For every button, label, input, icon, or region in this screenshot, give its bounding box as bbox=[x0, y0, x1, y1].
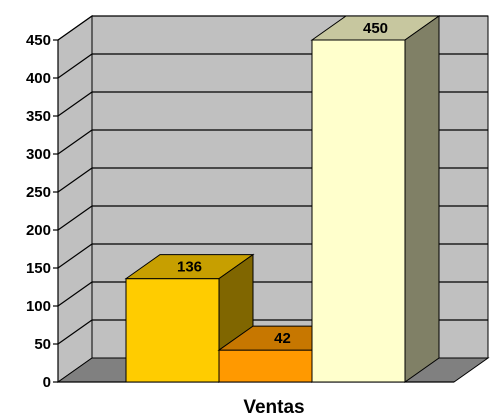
x-axis-label: Ventas bbox=[243, 397, 304, 418]
bar-front bbox=[125, 278, 220, 383]
y-tick-label: 150 bbox=[26, 260, 51, 277]
data-label: 42 bbox=[274, 330, 291, 347]
side-wall bbox=[57, 15, 93, 383]
y-tick-label: 400 bbox=[26, 70, 51, 87]
y-tick-label: 450 bbox=[26, 32, 51, 49]
y-tick-label: 350 bbox=[26, 108, 51, 125]
bar-3 bbox=[310, 15, 441, 383]
y-tick-label: 50 bbox=[34, 336, 51, 353]
data-label: 136 bbox=[177, 259, 202, 276]
y-tick-label: 300 bbox=[26, 146, 51, 163]
y-tick-label: 250 bbox=[26, 184, 51, 201]
bars bbox=[124, 15, 441, 383]
y-tick-label: 100 bbox=[26, 298, 51, 315]
bar-front bbox=[218, 349, 313, 383]
data-labels: 136 42 450 bbox=[177, 20, 388, 347]
y-tick-label: 0 bbox=[43, 374, 51, 391]
y-tick-label: 200 bbox=[26, 222, 51, 239]
bar-side bbox=[404, 15, 440, 383]
data-label: 450 bbox=[363, 20, 388, 37]
bar-front bbox=[311, 39, 406, 383]
